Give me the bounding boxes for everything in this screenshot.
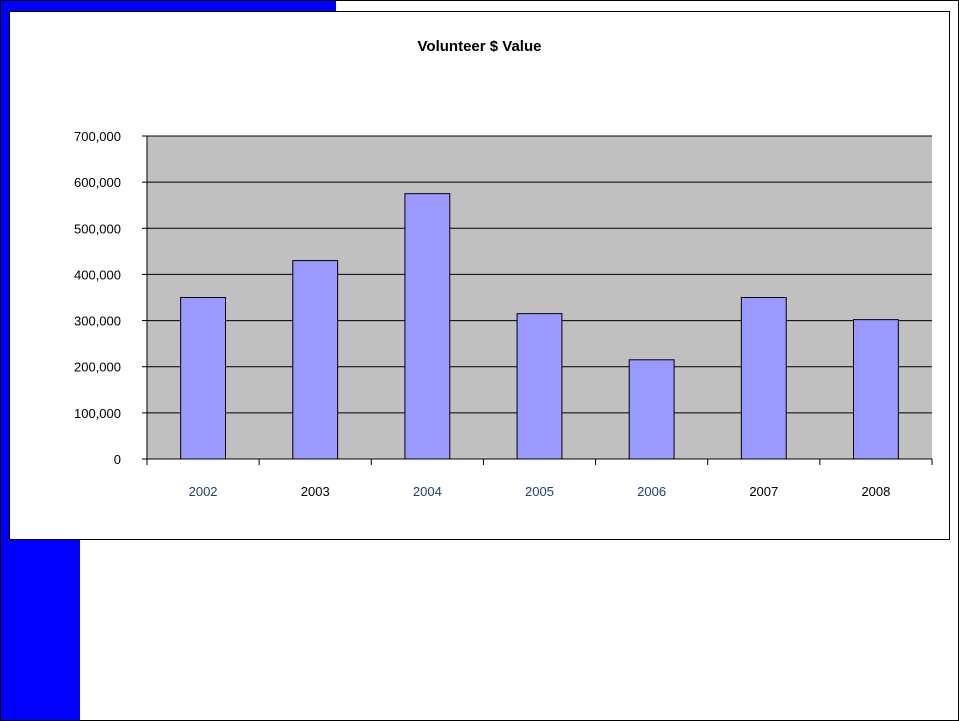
bar-2003 [292,260,339,460]
bar-2002 [180,297,226,460]
bar-2006 [628,359,675,460]
bar-2005 [516,313,563,460]
x-tick-label: 2005 [525,484,554,499]
x-tick-label: 2007 [749,484,778,499]
chart-title: Volunteer $ Value [417,38,542,55]
y-tick-label: 500,000 [74,221,121,236]
y-tick-label: 200,000 [74,360,121,375]
bar-2008 [853,319,899,460]
y-tick-label: 300,000 [74,314,121,329]
bar-chart: 0 100,000 200,000 300,000 400,000 500,000 600,… [74,129,933,499]
x-tick-label: 2004 [413,484,442,499]
x-tick-label: 2008 [861,484,890,499]
bar-2007 [740,297,787,460]
y-tick-label: 100,000 [74,406,121,421]
x-tick-label: 2006 [637,484,666,499]
y-tick-label: 400,000 [74,267,121,282]
y-tick-label: 600,000 [74,175,121,190]
bar-2004 [404,193,451,460]
x-tick-label: 2002 [189,484,218,499]
y-tick-label: 700,000 [74,129,121,144]
x-tick-label: 2003 [301,484,330,499]
chart-panel: Volunteer $ Value 0 100,000 200,000 300,000… [9,11,950,540]
y-tick-label: 0 [114,452,121,467]
